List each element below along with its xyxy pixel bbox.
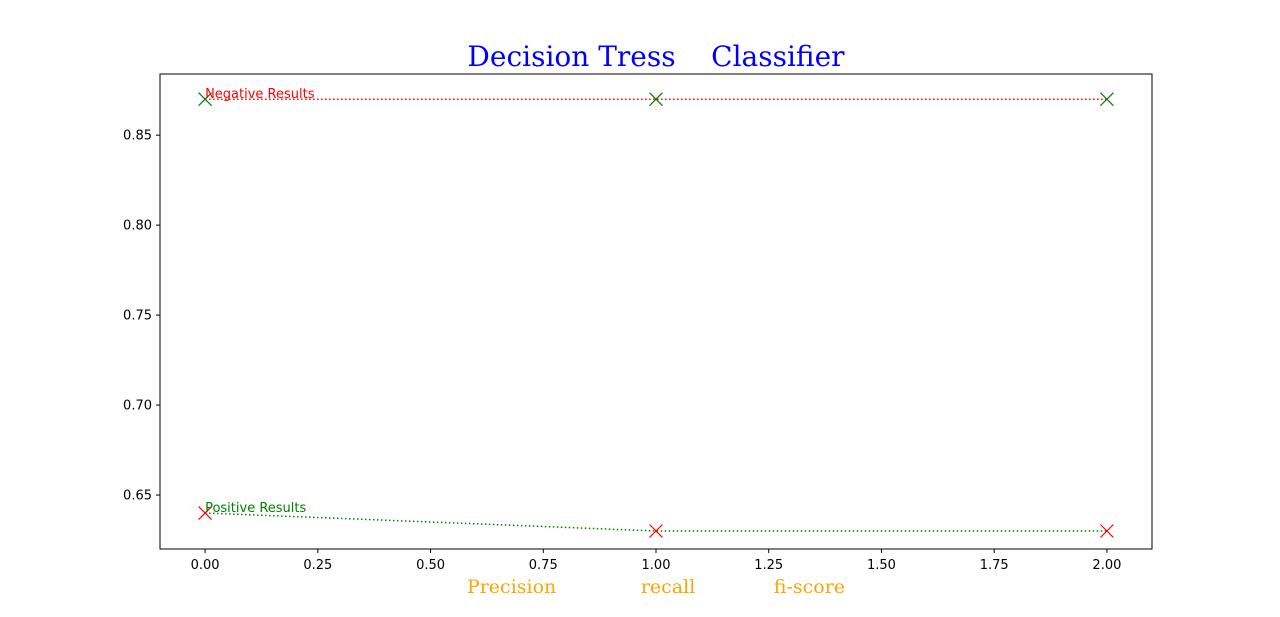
marker-stroke bbox=[649, 524, 663, 538]
series-marker bbox=[1099, 524, 1114, 538]
y-tick-label: 0.85 bbox=[123, 129, 152, 144]
x-tick-label: 2.00 bbox=[1092, 558, 1121, 573]
series-marker bbox=[1099, 92, 1114, 107]
marker-stroke bbox=[1099, 92, 1114, 107]
x-tick-label: 1.25 bbox=[754, 558, 783, 573]
x-tick-label: 0.50 bbox=[416, 558, 445, 573]
series-marker bbox=[198, 506, 213, 520]
marker-stroke bbox=[198, 92, 213, 107]
y-tick-label: 0.80 bbox=[123, 219, 152, 234]
annotation-label: Negative Results bbox=[205, 87, 315, 102]
marker-stroke bbox=[198, 506, 213, 520]
x-tick-label: 1.50 bbox=[867, 558, 896, 573]
chart-title: Decision Tress Classifier bbox=[467, 40, 845, 73]
annotation-layer: Negative Results Positive Results bbox=[205, 87, 315, 516]
marker-stroke bbox=[1099, 524, 1114, 538]
x-axis-label: Precision recall fi-score bbox=[467, 576, 845, 598]
x-tick-label: 1.00 bbox=[642, 558, 671, 573]
series-layer bbox=[198, 92, 1114, 538]
series-marker bbox=[649, 524, 663, 538]
y-tick-label: 0.70 bbox=[123, 399, 152, 414]
y-axis: 0.65 0.70 0.75 0.80 0.85 bbox=[123, 129, 160, 504]
series-line-1 bbox=[205, 512, 1107, 532]
marker-stroke bbox=[649, 92, 663, 107]
x-tick-label: 0.25 bbox=[303, 558, 332, 573]
x-tick-label: 1.75 bbox=[980, 558, 1009, 573]
x-tick-label: 0.75 bbox=[529, 558, 558, 573]
series-marker bbox=[198, 92, 213, 107]
x-tick-label: 0.00 bbox=[191, 558, 220, 573]
x-axis: 0.00 0.25 0.50 0.75 1.00 1.25 1.50 1.75 2.00 bbox=[191, 549, 1121, 573]
plot-area bbox=[159, 73, 1153, 550]
y-tick-label: 0.65 bbox=[123, 489, 152, 504]
annotation-label: Positive Results bbox=[205, 501, 306, 516]
y-tick-label: 0.75 bbox=[123, 309, 152, 324]
series-marker bbox=[649, 92, 663, 107]
